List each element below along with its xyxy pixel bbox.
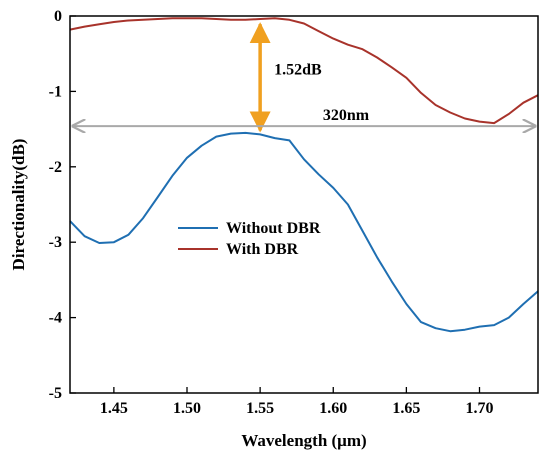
x-tick-label: 1.65 (392, 400, 420, 417)
legend-label-without-dbr: Without DBR (226, 220, 321, 237)
plot-frame (69, 15, 539, 394)
y-tick-label: -4 (49, 310, 62, 327)
x-axis-title: Wavelength (μm) (241, 431, 366, 450)
x-tick-label: 1.60 (319, 400, 347, 417)
series-layer (69, 17, 539, 333)
annotation-1-52db-label: 1.52dB (274, 61, 322, 78)
y-tick-label: -2 (49, 159, 62, 176)
y-tick-label: -3 (49, 234, 62, 251)
series-line-without-dbr (69, 131, 539, 333)
x-tick-label: 1.50 (173, 400, 201, 417)
y-axis-title: Directionality(dB) (9, 139, 28, 271)
legend-label-with-dbr: With DBR (226, 241, 299, 258)
annotation-320nm-label: 320nm (323, 107, 370, 124)
x-tick-label: 1.45 (100, 400, 128, 417)
legend: Without DBR With DBR (178, 220, 321, 258)
x-axis-ticks: 1.45 1.50 1.55 1.60 1.65 1.70 (100, 387, 494, 417)
annotation-layer (73, 22, 535, 130)
x-tick-label: 1.55 (246, 400, 274, 417)
y-tick-label: 0 (54, 8, 62, 25)
x-tick-label: 1.70 (466, 400, 494, 417)
y-tick-label: -5 (49, 385, 62, 402)
series-line-with-dbr (69, 17, 539, 125)
y-tick-label: -1 (49, 83, 62, 100)
y-axis-ticks: 0 -1 -2 -3 -4 -5 (49, 8, 76, 402)
